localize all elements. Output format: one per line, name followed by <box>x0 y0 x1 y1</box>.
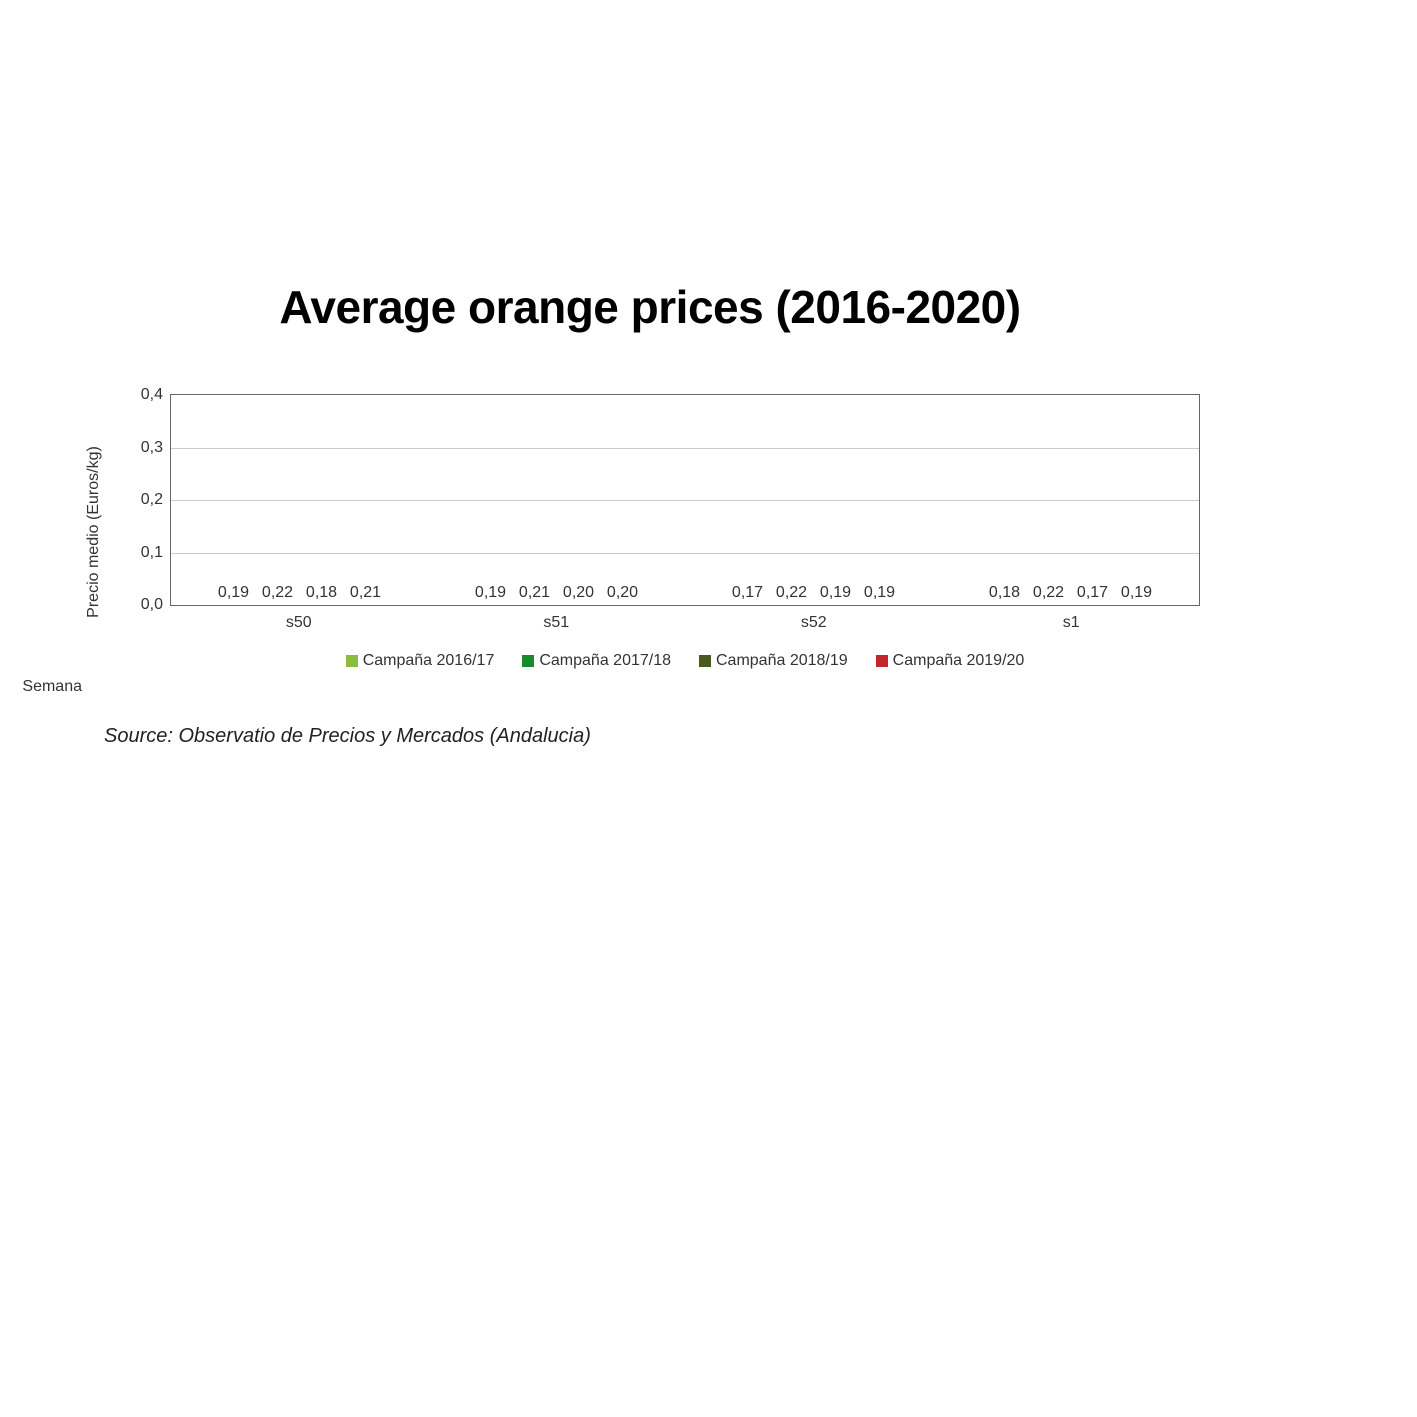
legend-item: Campaña 2019/20 <box>876 652 1025 670</box>
legend-item: Campaña 2016/17 <box>346 652 495 670</box>
bar-value-label: 0,19 <box>475 584 506 605</box>
y-tick: 0,4 <box>141 386 171 404</box>
legend-swatch <box>876 655 888 667</box>
legend: Campaña 2016/17 Campaña 2017/18 Campaña 20… <box>170 632 1200 670</box>
legend-item: Campaña 2018/19 <box>699 652 848 670</box>
source-text: Source: Observatio de Precios y Mercados… <box>100 725 1200 748</box>
legend-swatch <box>522 655 534 667</box>
bar-value-label: 0,22 <box>262 584 293 605</box>
grid-line <box>171 553 1199 554</box>
x-tick: s51 <box>428 614 686 632</box>
y-tick: 0,2 <box>141 491 171 509</box>
legend-label: Campaña 2018/19 <box>716 652 848 670</box>
x-tick: s52 <box>685 614 943 632</box>
legend-item: Campaña 2017/18 <box>522 652 671 670</box>
x-axis-label: Semana <box>22 678 100 696</box>
bar-value-label: 0,18 <box>989 584 1020 605</box>
chart-area: Precio medio (Euros/kg) 0,190,220,180,21… <box>100 394 1200 670</box>
bar-value-label: 0,22 <box>1033 584 1064 605</box>
bar-value-label: 0,21 <box>350 584 381 605</box>
bar-value-label: 0,19 <box>1121 584 1152 605</box>
legend-label: Campaña 2016/17 <box>363 652 495 670</box>
x-tick: s1 <box>943 614 1201 632</box>
chart-title: Average orange prices (2016-2020) <box>100 280 1200 334</box>
bar-value-label: 0,19 <box>864 584 895 605</box>
bar-value-label: 0,19 <box>218 584 249 605</box>
legend-label: Campaña 2017/18 <box>539 652 671 670</box>
x-tick: s50 <box>170 614 428 632</box>
legend-swatch <box>699 655 711 667</box>
y-tick: 0,3 <box>141 439 171 457</box>
grid-line <box>171 500 1199 501</box>
plot-area: 0,19 0,22 0,18 0,21 0,19 0,21 0,20 0,20 0,17 0,22… <box>170 394 1200 606</box>
y-tick: 0,1 <box>141 544 171 562</box>
bar-value-label: 0,22 <box>776 584 807 605</box>
y-axis-label: Precio medio (Euros/kg) <box>85 446 103 618</box>
bar-value-label: 0,17 <box>732 584 763 605</box>
bar-value-label: 0,20 <box>563 584 594 605</box>
chart-container: Average orange prices (2016-2020) Precio… <box>100 280 1200 748</box>
bar-value-label: 0,21 <box>519 584 550 605</box>
grid-line <box>171 448 1199 449</box>
bar-value-label: 0,17 <box>1077 584 1108 605</box>
x-axis: s50s51s52s1 <box>170 606 1200 632</box>
bar-value-label: 0,19 <box>820 584 851 605</box>
y-tick: 0,0 <box>141 596 171 614</box>
bar-value-label: 0,18 <box>306 584 337 605</box>
legend-label: Campaña 2019/20 <box>893 652 1025 670</box>
bar-value-label: 0,20 <box>607 584 638 605</box>
legend-swatch <box>346 655 358 667</box>
